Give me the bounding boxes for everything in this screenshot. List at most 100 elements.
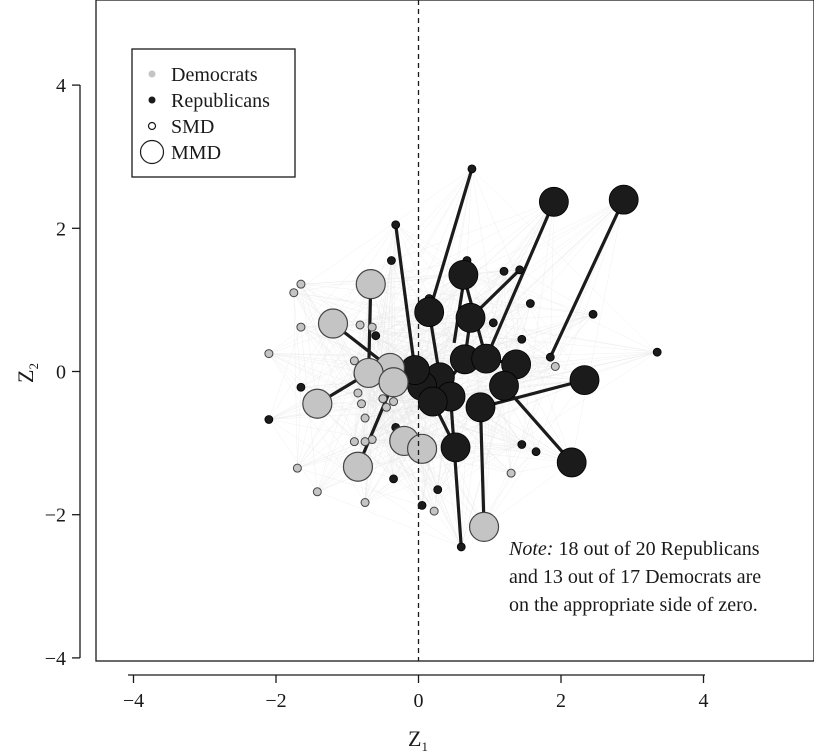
- similarity-edge: [510, 451, 537, 474]
- similarity-edge: [483, 462, 572, 528]
- similarity-edge: [317, 491, 462, 548]
- similarity-edge: [317, 274, 464, 404]
- similarity-edge: [493, 271, 505, 323]
- democrat-smd-point: [296, 322, 306, 332]
- similarity-edge: [354, 403, 362, 442]
- democrat-mmd-point: [468, 511, 500, 542]
- similarity-edge: [519, 269, 594, 315]
- democrat-smd-point: [289, 288, 299, 298]
- republican-smd-point: [517, 334, 527, 344]
- similarity-edge: [466, 260, 658, 353]
- similarity-edge: [391, 260, 441, 378]
- x-axis-label: Z1: [408, 726, 428, 754]
- similarity-edge: [571, 199, 624, 463]
- republican-smd-point: [389, 474, 398, 484]
- democrat-smd-point: [353, 388, 363, 398]
- district-link: [480, 378, 585, 409]
- similarity-edge: [297, 387, 302, 469]
- y-tick-label: 0: [56, 362, 66, 384]
- democrat-smd-point: [506, 468, 516, 478]
- republican-smd-point: [467, 164, 477, 174]
- similarity-edge: [297, 417, 366, 469]
- republican-smd-point: [456, 542, 466, 552]
- republican-mmd-point: [471, 343, 502, 374]
- similarity-edge: [300, 326, 394, 402]
- legend-democrats-label: Democrats: [171, 64, 258, 86]
- similarity-edge: [332, 311, 430, 324]
- similarity-edge: [521, 357, 551, 445]
- democrat-mmd-point: [302, 388, 333, 419]
- similarity-edge: [357, 447, 456, 467]
- democrat-smd-point: [360, 437, 370, 447]
- similarity-edge: [471, 168, 556, 367]
- democrat-mmd-point: [406, 433, 438, 464]
- republican-smd-point: [517, 440, 527, 449]
- democrat-smd-point: [292, 463, 302, 473]
- similarity-edge: [293, 292, 298, 469]
- similarity-edge: [293, 168, 473, 293]
- similarity-edge: [372, 269, 520, 328]
- republican-mmd-point: [569, 365, 600, 395]
- similarity-edge: [466, 168, 473, 261]
- x-tick-label: 4: [699, 690, 709, 712]
- similarity-edge: [466, 260, 556, 367]
- similarity-edge: [300, 360, 355, 388]
- x-tick-label: −4: [123, 690, 144, 712]
- similarity-edge: [268, 298, 430, 354]
- similarity-edge: [268, 353, 387, 408]
- similarity-edge: [461, 407, 481, 547]
- similarity-edge: [421, 448, 462, 548]
- similarity-edge: [357, 392, 537, 452]
- similarity-edge: [364, 444, 522, 503]
- similarity-edge: [364, 271, 505, 442]
- similarity-edge: [391, 201, 554, 261]
- similarity-edge: [471, 168, 658, 353]
- district-link: [394, 224, 417, 371]
- y-tick-label: −4: [45, 648, 66, 670]
- similarity-edge: [463, 274, 594, 315]
- similarity-edge: [370, 284, 435, 512]
- republican-mmd-point: [538, 186, 569, 217]
- similarity-edge: [391, 260, 430, 299]
- legend-mmd-marker: [139, 139, 165, 165]
- similarity-edge: [463, 274, 517, 365]
- similarity-edge: [389, 224, 396, 368]
- similarity-edge: [550, 201, 555, 358]
- similarity-edge: [364, 478, 394, 503]
- similarity-edge: [300, 224, 396, 328]
- similarity-edge: [300, 168, 473, 388]
- similarity-edge: [361, 403, 435, 512]
- similarity-edge: [395, 224, 471, 318]
- similarity-edge: [357, 392, 396, 428]
- republican-smd-point: [515, 265, 525, 275]
- plot-frame: [95, 0, 814, 662]
- similarity-edge: [555, 351, 658, 367]
- x-tick-label: 2: [556, 690, 566, 712]
- republican-smd-point: [391, 220, 401, 230]
- similarity-edge: [395, 427, 572, 463]
- republican-mmd-point: [465, 392, 496, 423]
- y-tick-label: 2: [56, 218, 66, 240]
- republican-mmd-point: [440, 432, 471, 463]
- legend-democrats-marker: [148, 70, 156, 78]
- similarity-edge: [300, 283, 373, 328]
- similarity-edge: [368, 303, 531, 364]
- republican-mmd-point: [608, 184, 639, 215]
- similarity-edge: [375, 199, 624, 336]
- district-link: [488, 201, 556, 351]
- similarity-edge: [317, 284, 371, 404]
- district-link: [356, 381, 396, 468]
- republican-smd-point: [545, 352, 555, 362]
- republican-smd-point: [531, 447, 541, 457]
- legend-republicans-label: Republicans: [171, 90, 270, 112]
- similarity-edge: [433, 314, 594, 512]
- similarity-edge: [300, 283, 594, 315]
- republican-smd-point: [371, 331, 381, 341]
- y-tick-label: −2: [45, 505, 66, 527]
- similarity-edge: [421, 351, 658, 506]
- republican-smd-point: [652, 347, 662, 357]
- similarity-edge: [268, 353, 369, 374]
- similarity-edge: [332, 168, 473, 324]
- x-tick-label: −2: [265, 690, 286, 712]
